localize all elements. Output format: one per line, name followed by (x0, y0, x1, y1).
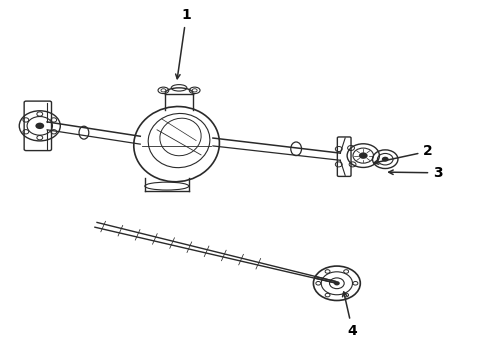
Text: 1: 1 (175, 8, 191, 79)
Text: 4: 4 (343, 292, 357, 338)
Circle shape (382, 157, 389, 162)
Circle shape (334, 281, 340, 285)
Text: 3: 3 (389, 166, 443, 180)
Circle shape (359, 152, 368, 159)
Text: 2: 2 (374, 144, 433, 164)
Circle shape (35, 123, 44, 129)
